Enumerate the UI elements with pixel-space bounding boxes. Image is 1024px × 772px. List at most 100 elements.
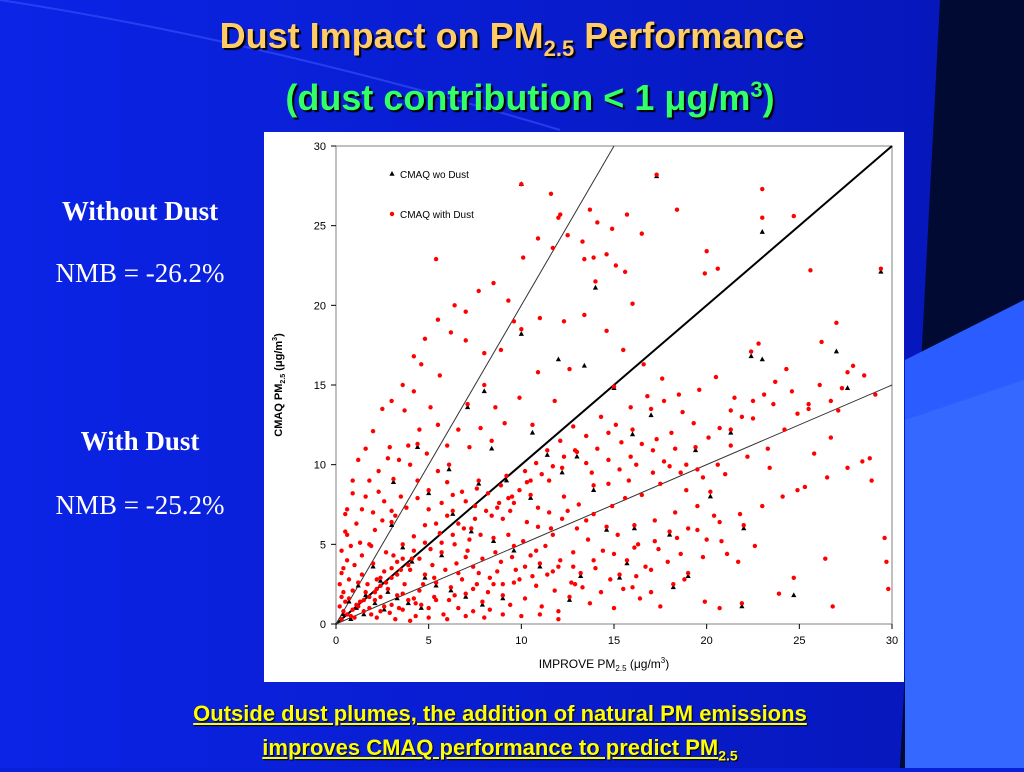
point-with-dust (415, 441, 420, 447)
point-with-dust (828, 435, 834, 440)
point-wo-dust (450, 511, 456, 516)
point-with-dust (756, 341, 761, 346)
point-with-dust (378, 609, 383, 614)
point-with-dust (363, 446, 368, 451)
x-axis-label: IMPROVE PM2.5 (μg/m3) (539, 656, 670, 673)
point-with-dust (463, 591, 468, 596)
point-with-dust (470, 564, 476, 569)
point-with-dust (656, 546, 661, 552)
point-with-dust (530, 574, 535, 579)
point-with-dust (463, 309, 468, 314)
point-with-dust (344, 612, 350, 617)
point-with-dust (630, 427, 635, 432)
point-with-dust (352, 615, 357, 620)
point-with-dust (487, 575, 493, 580)
point-with-dust (409, 556, 415, 561)
point-with-dust (348, 543, 354, 549)
point-with-dust (511, 543, 517, 549)
point-with-dust (413, 601, 418, 606)
point-with-dust (363, 589, 368, 595)
point-with-dust (394, 559, 400, 565)
point-with-dust (771, 401, 776, 407)
reference-line-2 (335, 145, 615, 625)
point-wo-dust (555, 356, 561, 362)
point-wo-dust (616, 574, 623, 580)
point-with-dust (470, 586, 476, 592)
point-with-dust (565, 508, 570, 514)
point-with-dust (359, 507, 365, 512)
point-with-dust (537, 561, 543, 566)
point-with-dust (671, 581, 676, 587)
point-wo-dust (592, 284, 599, 290)
point-with-dust (639, 441, 644, 447)
point-with-dust (641, 362, 646, 367)
point-with-dust (654, 436, 659, 442)
point-with-dust (845, 465, 850, 471)
point-with-dust (482, 615, 487, 620)
point-with-dust (426, 507, 431, 512)
point-with-dust (535, 370, 541, 375)
point-with-dust (341, 566, 346, 571)
point-with-dust (482, 350, 487, 356)
point-with-dust (715, 266, 720, 271)
point-with-dust (400, 382, 405, 388)
point-with-dust (867, 456, 872, 461)
point-with-dust (741, 523, 746, 528)
point-with-dust (728, 427, 733, 432)
point-wo-dust (390, 479, 397, 484)
point-wo-dust (503, 477, 510, 483)
legend-entry: CMAQ wo Dust (400, 170, 469, 181)
point-with-dust (593, 279, 598, 284)
point-with-dust (487, 607, 493, 612)
point-with-dust (611, 605, 617, 611)
point-with-dust (459, 577, 465, 582)
point-with-dust (393, 617, 398, 622)
point-with-dust (604, 328, 609, 334)
point-with-dust (836, 408, 841, 413)
point-wo-dust (340, 611, 347, 617)
point-with-dust (582, 256, 587, 262)
point-with-dust (341, 589, 346, 595)
point-with-dust (606, 481, 611, 486)
point-with-dust (513, 567, 518, 573)
point-with-dust (862, 373, 867, 378)
reference-line-3 (335, 384, 893, 625)
point-with-dust (658, 481, 663, 486)
point-wo-dust (394, 595, 400, 601)
point-with-dust (396, 605, 402, 611)
point-with-dust (439, 500, 444, 506)
point-wo-dust (648, 412, 654, 418)
point-with-dust (571, 424, 576, 429)
point-with-dust (370, 510, 376, 515)
point-with-dust (344, 507, 350, 512)
point-with-dust (400, 556, 405, 561)
point-with-dust (400, 591, 405, 596)
point-with-dust (374, 615, 379, 620)
point-with-dust (400, 607, 405, 612)
point-with-dust (446, 597, 452, 603)
point-with-dust (567, 366, 572, 372)
point-with-dust (456, 570, 461, 576)
point-with-dust (828, 398, 834, 404)
point-with-dust (580, 585, 585, 590)
point-with-dust (589, 470, 594, 475)
point-with-dust (650, 470, 656, 475)
point-with-dust (363, 494, 368, 499)
point-with-dust (411, 596, 417, 601)
point-with-dust (383, 580, 389, 585)
point-wo-dust (529, 429, 536, 435)
point-wo-dust (439, 552, 445, 558)
point-with-dust (369, 612, 374, 617)
point-with-dust (619, 440, 624, 445)
point-with-dust (437, 373, 442, 378)
point-wo-dust (581, 362, 587, 368)
point-with-dust (413, 613, 418, 619)
point-with-dust (467, 444, 472, 450)
point-with-dust (789, 389, 795, 394)
point-with-dust (561, 454, 567, 459)
point-with-dust (522, 596, 528, 601)
point-with-dust (415, 495, 420, 501)
point-with-dust (452, 542, 457, 547)
point-with-dust (420, 581, 426, 587)
point-with-dust (632, 523, 637, 528)
